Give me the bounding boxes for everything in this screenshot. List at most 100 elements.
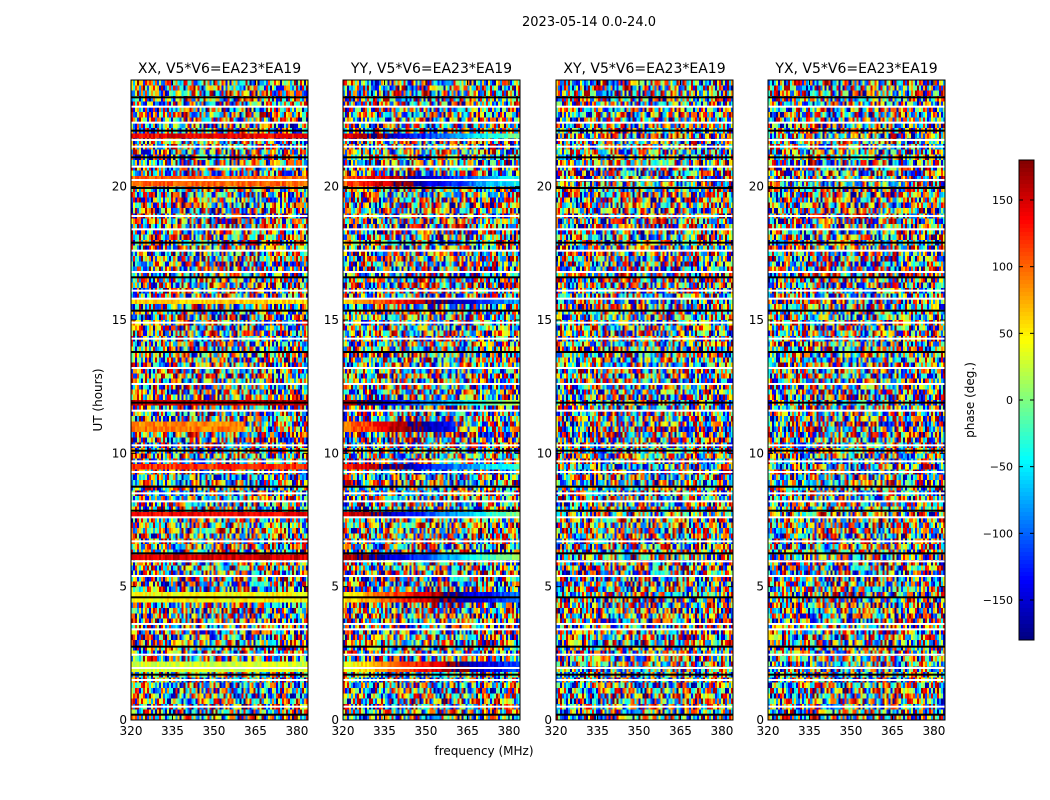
flagged-row [556,383,733,385]
flagged-row [768,338,945,340]
flagged-row [131,450,308,452]
flagged-row [556,122,733,124]
flagged-row [343,654,520,656]
flagged-row [768,410,945,412]
flagged-row [768,290,945,292]
figure: 2023-05-14 0.0-24.0 XX, V5*V6=EA23*EA193… [0,0,1050,800]
x-axis-label: frequency (MHz) [434,744,533,758]
flagged-row [343,228,520,230]
flagged-row [768,351,945,353]
flagged-row [131,460,308,462]
flagged-row [556,130,733,132]
flagged-row [556,298,733,300]
flagged-row [556,471,733,473]
flagged-row [556,367,733,369]
flagged-row [343,298,520,300]
flagged-row [131,540,308,542]
flagged-row [343,351,520,353]
flagged-row [343,471,520,473]
flagged-row [556,492,733,494]
flagged-row [768,179,945,181]
x-tick-label: 365 [244,724,267,738]
flagged-row [343,674,520,676]
y-tick-label: 5 [544,580,552,594]
flagged-row [768,552,945,554]
flagged-row [556,444,733,446]
flagged-row [343,500,520,502]
flagged-row [556,322,733,324]
flagged-row [768,500,945,502]
colorbar-tick-label: −100 [983,527,1013,540]
y-tick-label: 5 [119,580,127,594]
flagged-row [556,271,733,273]
flagged-row [556,510,733,512]
y-tick-label: 15 [537,313,552,327]
flagged-row [768,674,945,676]
x-tick-label: 335 [373,724,396,738]
flagged-row [556,351,733,353]
flagged-row [556,500,733,502]
flagged-row [131,714,308,716]
flagged-row [556,290,733,292]
flagged-row [556,310,733,312]
flagged-row [131,654,308,656]
flagged-row [556,679,733,681]
figure-suptitle: 2023-05-14 0.0-24.0 [522,15,656,30]
flagged-row [131,228,308,230]
flagged-row [768,250,945,252]
flagged-row [768,139,945,141]
x-tick-label: 365 [456,724,479,738]
flagged-row [556,410,733,412]
colorbar-tick-label: −50 [990,461,1013,474]
y-tick-label: 0 [544,713,552,727]
flagged-row [343,444,520,446]
flagged-row [768,146,945,148]
flagged-row [343,242,520,244]
x-tick-label: 380 [497,724,520,738]
flagged-row [768,516,945,518]
flagged-row [556,156,733,158]
flagged-row [556,552,733,554]
flagged-row [343,540,520,542]
flagged-row [343,486,520,488]
y-tick-label: 15 [324,313,339,327]
flagged-row [131,298,308,300]
colorbar-tick-label: 100 [992,261,1013,274]
flagged-row [768,310,945,312]
flagged-row [768,106,945,108]
flagged-row [343,667,520,669]
flagged-row [343,646,520,648]
flagged-row [556,596,733,598]
flagged-row [556,654,733,656]
flagged-row [768,510,945,512]
flagged-row [131,667,308,669]
flagged-row [343,410,520,412]
flagged-row [343,187,520,189]
panel-title: XY, V5*V6=EA23*EA19 [563,61,725,77]
flagged-row [768,276,945,278]
flagged-row [343,679,520,681]
flagged-row [343,146,520,148]
colorbar-label: phase (deg.) [963,362,977,438]
flagged-row [768,367,945,369]
flagged-row [131,215,308,217]
flagged-row [343,560,520,562]
flagged-row [768,596,945,598]
y-tick-label: 0 [119,713,127,727]
flagged-row [768,271,945,273]
flagged-row [556,714,733,716]
flagged-row [556,228,733,230]
flagged-row [343,450,520,452]
flagged-row [556,706,733,708]
flagged-row [556,516,733,518]
flagged-row [131,623,308,625]
flagged-row [131,646,308,648]
flagged-row [343,271,520,273]
flagged-row [131,166,308,168]
y-tick-label: 20 [112,180,127,194]
flagged-row [343,575,520,577]
